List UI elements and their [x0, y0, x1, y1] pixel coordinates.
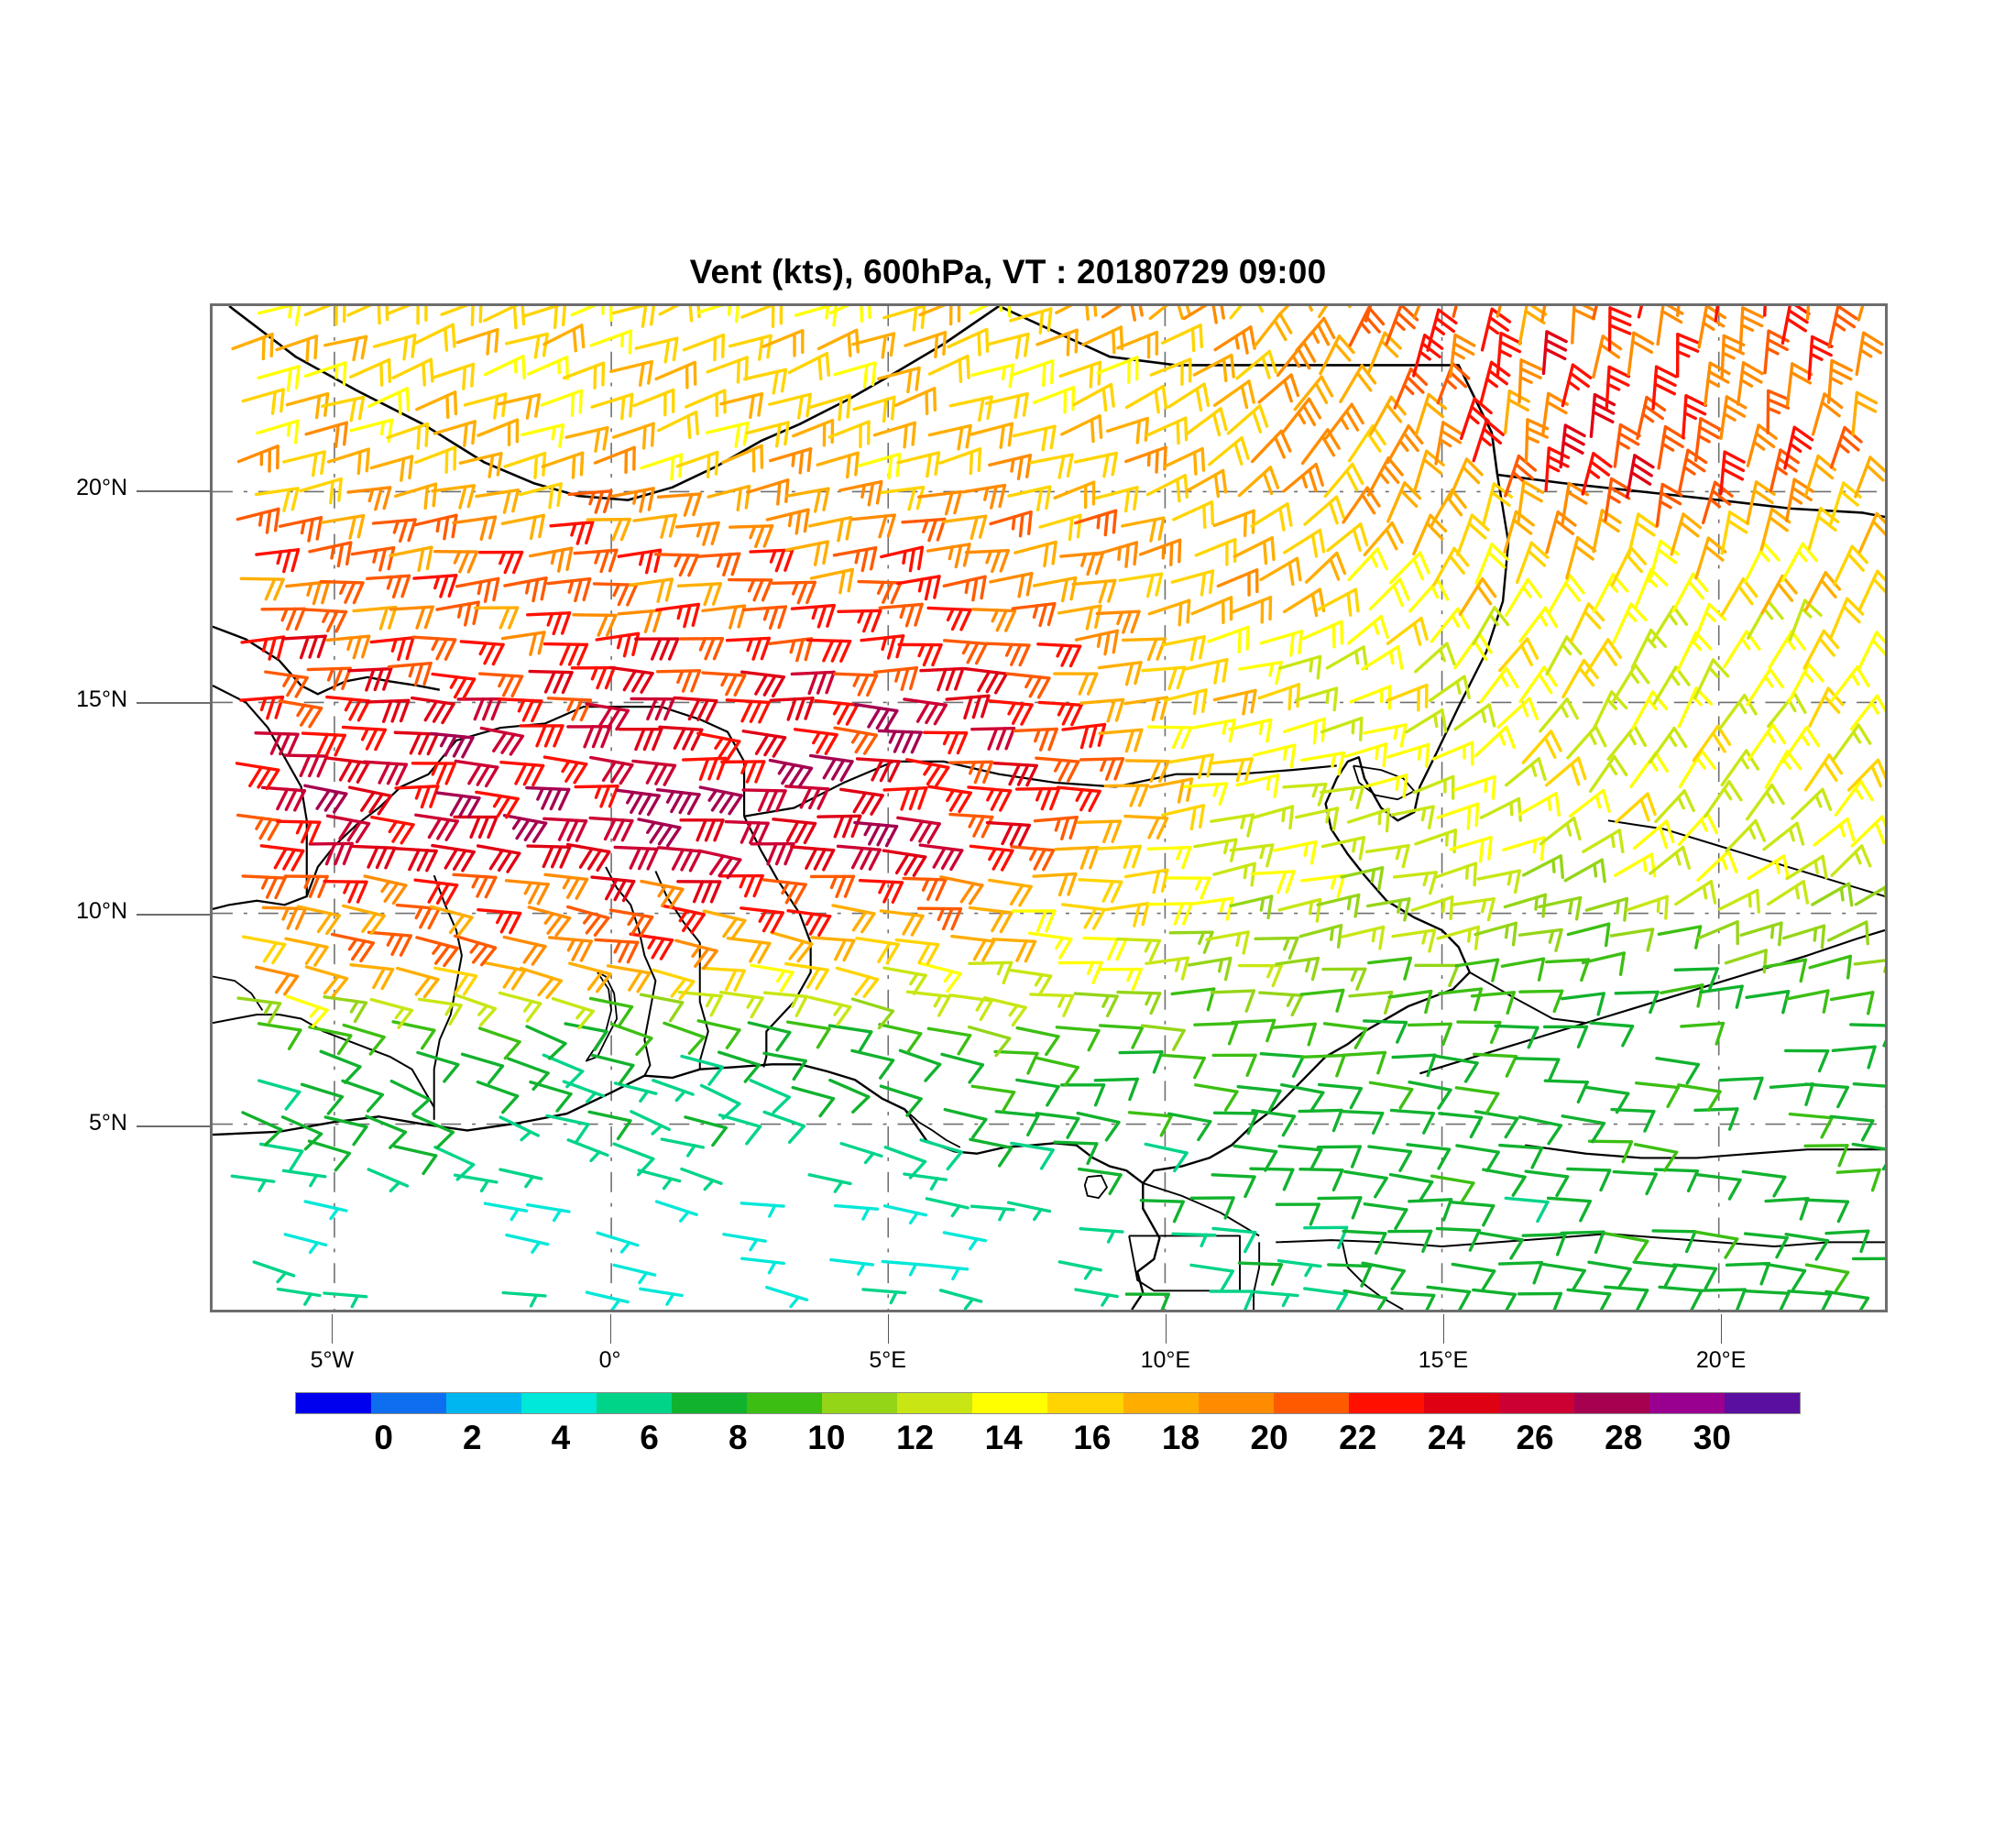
x-tick-label-3: 10°E [1140, 1347, 1191, 1373]
colorbar-segment-9 [972, 1393, 1048, 1413]
colorbar-tick-2: 2 [462, 1419, 482, 1456]
colorbar-tick-8: 8 [728, 1419, 748, 1456]
colorbar-tick-24: 24 [1427, 1419, 1465, 1456]
x-tick-label-5: 20°E [1695, 1347, 1747, 1373]
colorbar-segment-19 [1724, 1393, 1800, 1413]
x-tick-label-1: 0° [598, 1347, 621, 1373]
colorbar-tick-20: 20 [1250, 1419, 1288, 1456]
wind-barb-field [230, 306, 1885, 1310]
colorbar-segment-8 [897, 1393, 973, 1413]
y-tick-mark-0 [137, 1125, 210, 1128]
colorbar-segment-17 [1573, 1393, 1649, 1413]
colorbar-segment-15 [1423, 1393, 1499, 1413]
colorbar-tick-22: 22 [1339, 1419, 1377, 1456]
chart-title: Vent (kts), 600hPa, VT : 20180729 09:00 [689, 253, 1327, 291]
colorbar-segment-6 [747, 1393, 823, 1413]
y-tick-mark-2 [137, 701, 210, 704]
colorbar-segment-0 [296, 1393, 372, 1413]
x-tick-label-4: 15°E [1418, 1347, 1469, 1373]
map-plot-area [210, 303, 1888, 1312]
y-tick-mark-1 [137, 914, 210, 916]
x-tick-mark-1 [609, 1314, 611, 1344]
colorbar-tick-28: 28 [1605, 1419, 1643, 1456]
colorbar-segment-18 [1649, 1393, 1725, 1413]
colorbar-segment-3 [521, 1393, 597, 1413]
x-tick-mark-2 [887, 1314, 889, 1344]
colorbar-segment-11 [1123, 1393, 1199, 1413]
colorbar-segment-10 [1047, 1393, 1123, 1413]
colorbar [295, 1392, 1801, 1414]
y-tick-label-0: 5°N [89, 1110, 127, 1136]
colorbar-tick-14: 14 [984, 1419, 1023, 1456]
colorbar-segment-7 [822, 1393, 898, 1413]
colorbar-segment-12 [1198, 1393, 1274, 1413]
colorbar-segment-16 [1498, 1393, 1574, 1413]
y-tick-label-2: 15°N [76, 686, 127, 712]
y-tick-label-1: 10°N [76, 898, 127, 925]
colorbar-tick-10: 10 [807, 1419, 846, 1456]
colorbar-segment-13 [1273, 1393, 1349, 1413]
wind-barb-map [213, 306, 1885, 1310]
x-tick-label-2: 5°E [869, 1347, 906, 1373]
x-tick-label-0: 5°W [310, 1347, 355, 1373]
colorbar-segment-5 [672, 1393, 748, 1413]
x-tick-mark-4 [1442, 1314, 1444, 1344]
x-tick-mark-5 [1721, 1314, 1723, 1344]
y-tick-mark-3 [137, 489, 210, 492]
colorbar-tick-16: 16 [1073, 1419, 1112, 1456]
colorbar-tick-0: 0 [374, 1419, 393, 1456]
colorbar-tick-26: 26 [1516, 1419, 1554, 1456]
colorbar-tick-12: 12 [895, 1419, 935, 1456]
colorbar-tick-4: 4 [551, 1419, 571, 1456]
x-tick-mark-0 [332, 1314, 334, 1344]
colorbar-tick-18: 18 [1161, 1419, 1200, 1456]
colorbar-segment-4 [597, 1393, 673, 1413]
x-tick-mark-3 [1165, 1314, 1167, 1344]
colorbar-segment-1 [371, 1393, 447, 1413]
y-tick-label-3: 20°N [76, 474, 127, 500]
colorbar-tick-30: 30 [1693, 1419, 1731, 1456]
colorbar-tick-6: 6 [640, 1419, 659, 1456]
colorbar-segment-2 [446, 1393, 522, 1413]
colorbar-segment-14 [1348, 1393, 1424, 1413]
